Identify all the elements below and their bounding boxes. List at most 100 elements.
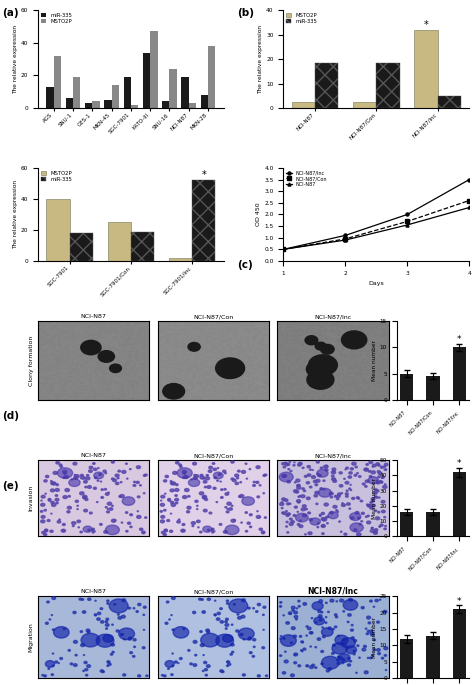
Circle shape (282, 498, 285, 501)
Circle shape (376, 480, 377, 481)
Text: (a): (a) (2, 8, 19, 18)
Circle shape (300, 520, 301, 521)
Circle shape (199, 598, 201, 600)
Circle shape (164, 479, 167, 482)
Circle shape (340, 599, 344, 602)
Circle shape (317, 473, 319, 475)
Circle shape (368, 504, 371, 506)
NCI-N87/Con (343, 235, 348, 243)
Circle shape (235, 474, 239, 477)
Circle shape (286, 510, 287, 512)
Circle shape (48, 668, 50, 669)
Circle shape (93, 469, 97, 471)
Circle shape (332, 468, 336, 471)
Circle shape (86, 629, 90, 632)
Circle shape (118, 470, 120, 472)
Circle shape (60, 466, 63, 467)
Circle shape (197, 520, 200, 523)
Circle shape (122, 471, 126, 473)
Circle shape (282, 508, 283, 509)
Circle shape (193, 664, 197, 667)
Circle shape (342, 658, 344, 660)
Circle shape (343, 639, 345, 640)
Circle shape (338, 653, 350, 662)
Circle shape (87, 664, 91, 667)
Bar (150, 32, 157, 108)
Circle shape (139, 528, 143, 530)
Circle shape (309, 355, 337, 375)
Circle shape (383, 486, 387, 488)
Circle shape (175, 484, 178, 486)
Circle shape (310, 666, 313, 669)
Circle shape (103, 470, 106, 473)
Circle shape (217, 612, 220, 614)
Circle shape (182, 496, 187, 499)
Circle shape (324, 503, 328, 506)
Circle shape (82, 611, 86, 613)
Circle shape (292, 606, 295, 609)
Circle shape (281, 501, 283, 503)
Circle shape (335, 495, 337, 497)
Circle shape (220, 670, 223, 672)
Circle shape (373, 464, 376, 466)
Circle shape (223, 531, 227, 533)
Circle shape (229, 508, 232, 510)
Circle shape (265, 675, 268, 677)
Circle shape (374, 529, 378, 531)
Circle shape (288, 469, 290, 470)
Circle shape (178, 662, 179, 664)
Circle shape (280, 503, 284, 506)
Circle shape (93, 487, 96, 489)
Circle shape (40, 510, 43, 512)
Circle shape (360, 500, 363, 502)
Circle shape (374, 532, 377, 534)
Circle shape (52, 665, 54, 667)
Circle shape (87, 486, 91, 488)
Circle shape (356, 473, 358, 474)
Circle shape (298, 606, 301, 607)
Circle shape (194, 475, 199, 477)
Circle shape (357, 517, 360, 519)
Legend: MSTO2P, miR-335: MSTO2P, miR-335 (286, 13, 318, 24)
Circle shape (315, 491, 319, 494)
Circle shape (253, 484, 255, 486)
Circle shape (61, 530, 65, 532)
Circle shape (45, 493, 46, 494)
Circle shape (253, 482, 255, 483)
Circle shape (325, 469, 328, 471)
Circle shape (126, 530, 128, 532)
Circle shape (322, 627, 323, 628)
Circle shape (142, 531, 145, 534)
Circle shape (378, 497, 380, 498)
Circle shape (319, 488, 331, 497)
Circle shape (63, 477, 65, 478)
Circle shape (241, 471, 246, 473)
Circle shape (353, 653, 355, 655)
Circle shape (306, 497, 310, 499)
Circle shape (317, 469, 328, 477)
Circle shape (238, 496, 241, 497)
Circle shape (323, 489, 325, 490)
Circle shape (217, 618, 220, 621)
Circle shape (306, 482, 310, 484)
Circle shape (225, 493, 228, 495)
Circle shape (385, 670, 387, 671)
Circle shape (167, 519, 170, 521)
Circle shape (204, 661, 207, 664)
Circle shape (302, 642, 303, 643)
Circle shape (290, 471, 292, 472)
Circle shape (285, 651, 286, 652)
Circle shape (232, 651, 234, 653)
Circle shape (51, 614, 53, 616)
Circle shape (56, 484, 58, 486)
Circle shape (331, 471, 336, 474)
Circle shape (297, 486, 301, 489)
Circle shape (310, 469, 311, 470)
Circle shape (44, 675, 46, 677)
Circle shape (333, 506, 337, 508)
Circle shape (315, 484, 318, 486)
Circle shape (111, 478, 114, 480)
Circle shape (162, 675, 163, 676)
Circle shape (100, 608, 103, 610)
Circle shape (321, 663, 323, 664)
